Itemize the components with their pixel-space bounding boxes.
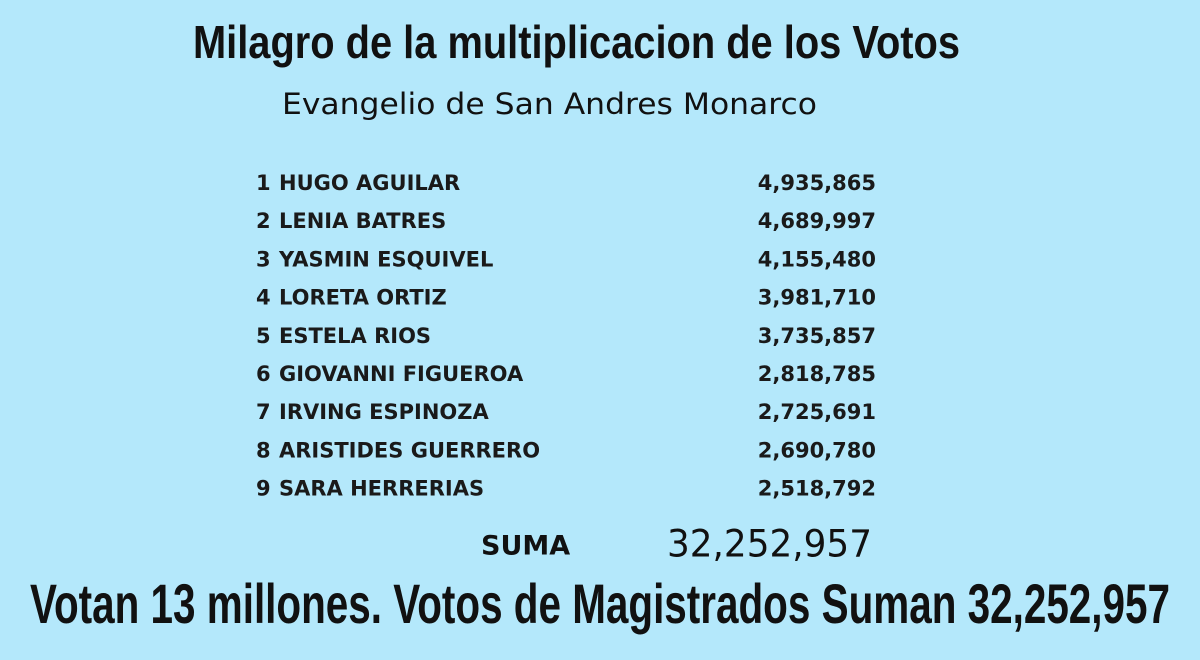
- candidate-name: ESTELA RIOS: [279, 324, 431, 348]
- candidate-name: SARA HERRERIAS: [279, 477, 484, 501]
- candidate-name: YASMIN ESQUIVEL: [278, 247, 493, 271]
- vote-count: 2,518,792: [758, 477, 876, 501]
- rank: 9: [256, 477, 271, 501]
- vote-count: 3,981,710: [758, 286, 876, 310]
- vote-count: 4,935,865: [758, 171, 876, 195]
- rank: 6: [256, 362, 271, 386]
- rank: 3: [256, 247, 271, 271]
- vote-count: 2,725,691: [758, 400, 876, 424]
- title: Milagro de la multiplicacion de los Voto…: [193, 16, 960, 68]
- vote-count: 2,690,780: [758, 438, 876, 462]
- vote-count: 3,735,857: [758, 324, 876, 348]
- footer-text: Votan 13 millones. Votos de Magistrados …: [30, 572, 1170, 635]
- vote-count: 4,155,480: [758, 247, 876, 271]
- rank: 1: [256, 171, 271, 195]
- vote-count: 2,818,785: [758, 362, 876, 386]
- vote-count: 4,689,997: [758, 209, 876, 233]
- total-label: SUMA: [481, 531, 570, 562]
- candidate-name: LENIA BATRES: [279, 209, 446, 233]
- candidate-name: IRVING ESPINOZA: [279, 400, 490, 424]
- total-value: 32,252,957: [667, 523, 872, 566]
- rank: 4: [256, 286, 271, 310]
- subtitle: Evangelio de San Andres Monarco: [282, 87, 817, 121]
- vote-table: 1 HUGO AGUILAR 4,935,865 2 LENIA BATRES 4,689…: [256, 171, 876, 501]
- candidate-name: LORETA ORTIZ: [279, 286, 447, 310]
- candidate-name: HUGO AGUILAR: [279, 171, 460, 195]
- candidate-name: GIOVANNI FIGUEROA: [279, 362, 524, 386]
- rank: 8: [256, 438, 271, 462]
- rank: 2: [256, 209, 271, 233]
- candidate-name: ARISTIDES GUERRERO: [279, 438, 540, 462]
- rank: 7: [256, 400, 271, 424]
- rank: 5: [256, 324, 271, 348]
